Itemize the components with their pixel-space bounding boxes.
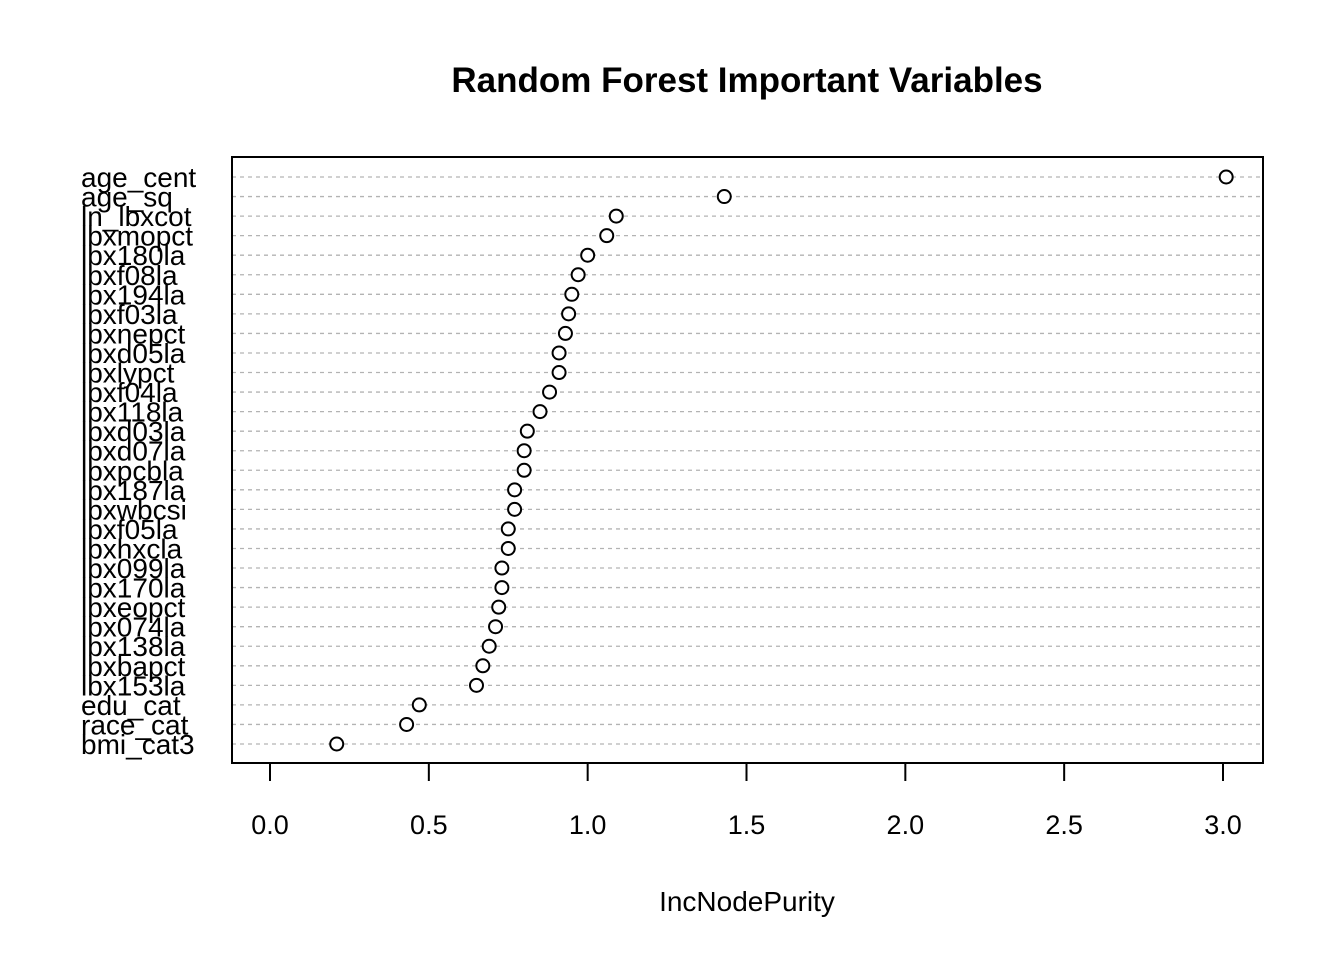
data-point <box>507 501 523 517</box>
chart-title: Random Forest Important Variables <box>451 61 1042 100</box>
x-tick-label: 2.5 <box>1045 810 1083 840</box>
data-point <box>561 306 577 322</box>
y-tick-label: lbxf03la <box>81 299 178 330</box>
y-tick-label: lbx170la <box>81 573 186 604</box>
data-point <box>716 189 732 205</box>
y-tick-label: age_sq <box>81 182 173 213</box>
data-points <box>329 169 1234 752</box>
data-point <box>557 325 573 341</box>
data-point <box>1218 169 1234 185</box>
data-point <box>507 482 523 498</box>
data-point <box>551 345 567 361</box>
data-point <box>500 540 516 556</box>
data-point <box>551 365 567 381</box>
y-tick-label: lbxd07la <box>81 436 186 467</box>
grid-lines <box>232 176 1263 745</box>
data-point <box>329 736 345 752</box>
y-tick-label: lbxnepct <box>81 318 186 349</box>
data-point <box>475 658 491 674</box>
data-point <box>500 521 516 537</box>
y-tick-label: lbx194la <box>81 279 186 310</box>
data-point <box>580 247 596 263</box>
y-tick-label: lbxbapct <box>81 651 186 682</box>
y-tick-label: lbx187la <box>81 475 186 506</box>
y-axis-labels: age_centage_sqln_lbxcotlbxmopctlbx180lal… <box>81 162 196 760</box>
data-point <box>599 228 615 244</box>
x-tick-label: 0.5 <box>410 810 448 840</box>
data-point <box>532 404 548 420</box>
y-tick-label: lbxlypct <box>81 358 175 389</box>
x-axis-label: IncNodePurity <box>659 886 835 917</box>
data-point <box>516 443 532 459</box>
data-point <box>411 697 427 713</box>
x-tick-label: 0.0 <box>251 810 289 840</box>
x-axis: 0.0 0.5 1.0 1.5 2.0 2.5 3.0 <box>251 762 1242 840</box>
data-point <box>468 677 484 693</box>
data-point <box>494 560 510 576</box>
y-tick-label: lbxf04la <box>81 377 178 408</box>
y-tick-label: lbxmopct <box>81 221 193 252</box>
y-tick-label: lbxpcbla <box>81 455 184 486</box>
y-tick-label: lbxwbcsi <box>81 494 187 525</box>
y-tick-label: lbx118la <box>81 397 184 428</box>
x-tick-label: 1.5 <box>728 810 766 840</box>
y-tick-label: bmi_cat3 <box>81 729 195 760</box>
data-point <box>564 286 580 302</box>
y-tick-label: race_cat <box>81 709 189 740</box>
y-tick-label: lbxd05la <box>81 338 186 369</box>
y-tick-label: lbx074la <box>81 612 186 643</box>
x-tick-label: 2.0 <box>887 810 925 840</box>
y-tick-label: lbx099la <box>81 553 186 584</box>
y-tick-label: lbxd03la <box>81 416 186 447</box>
y-tick-label: lbxeopct <box>81 592 186 623</box>
y-tick-label: lbx180la <box>81 240 186 271</box>
plot-frame <box>231 156 1264 764</box>
y-tick-label: lbxf05la <box>81 514 178 545</box>
y-tick-label: ln_lbxcot <box>81 201 192 232</box>
y-tick-label: age_cent <box>81 162 196 193</box>
data-point <box>494 580 510 596</box>
data-point <box>481 638 497 654</box>
data-point <box>399 716 415 732</box>
y-tick-label: lbx138la <box>81 631 186 662</box>
y-tick-label: lbxf08la <box>81 260 178 291</box>
data-point <box>488 619 504 635</box>
y-tick-label: edu_cat <box>81 690 181 721</box>
y-tick-label: lbx153la <box>81 670 186 701</box>
data-point <box>608 208 624 224</box>
data-point <box>542 384 558 400</box>
x-tick-label: 3.0 <box>1204 810 1242 840</box>
data-point <box>519 423 535 439</box>
data-point <box>516 462 532 478</box>
data-point <box>570 267 586 283</box>
y-tick-label: lbxhxcla <box>81 533 183 564</box>
data-point <box>491 599 507 615</box>
x-tick-label: 1.0 <box>569 810 607 840</box>
